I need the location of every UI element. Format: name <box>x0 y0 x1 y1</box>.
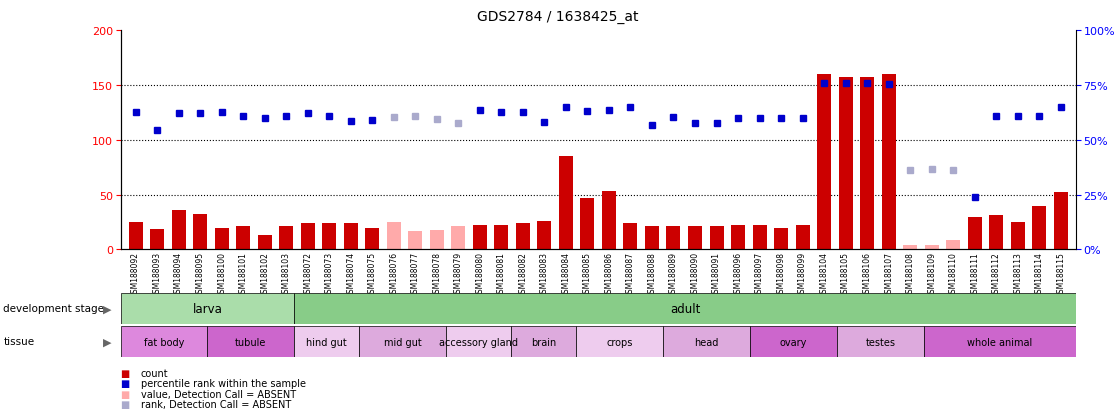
Bar <box>516 223 530 250</box>
Text: ▶: ▶ <box>103 337 112 347</box>
Bar <box>359 326 446 357</box>
Bar <box>750 326 837 357</box>
Bar <box>837 326 924 357</box>
Text: tubule: tubule <box>235 337 267 347</box>
Bar <box>344 223 358 250</box>
Text: fat body: fat body <box>144 337 184 347</box>
Text: GDS2784 / 1638425_at: GDS2784 / 1638425_at <box>478 10 638 24</box>
Bar <box>731 226 745 250</box>
Bar <box>817 75 831 250</box>
Bar <box>775 228 788 250</box>
Text: percentile rank within the sample: percentile rank within the sample <box>141 378 306 388</box>
Bar <box>430 230 444 250</box>
Bar <box>1032 206 1046 250</box>
Bar <box>387 223 401 250</box>
Bar <box>121 326 208 357</box>
Bar <box>580 198 595 250</box>
Text: development stage: development stage <box>3 304 105 313</box>
Bar <box>645 227 658 250</box>
Text: value, Detection Call = ABSENT: value, Detection Call = ABSENT <box>141 389 296 399</box>
Bar <box>365 228 379 250</box>
Bar <box>838 78 853 250</box>
Bar <box>408 231 422 250</box>
Text: testes: testes <box>865 337 895 347</box>
Bar <box>511 326 577 357</box>
Bar <box>968 217 982 250</box>
Bar <box>882 75 896 250</box>
Bar <box>710 227 723 250</box>
Text: ■: ■ <box>121 389 129 399</box>
Bar <box>752 226 767 250</box>
Bar <box>214 228 229 250</box>
Text: brain: brain <box>531 337 557 347</box>
Bar <box>279 227 294 250</box>
Bar <box>473 226 487 250</box>
Bar <box>538 221 551 250</box>
Text: tissue: tissue <box>3 337 35 347</box>
Text: ■: ■ <box>121 399 129 409</box>
Text: hind gut: hind gut <box>307 337 347 347</box>
Bar <box>663 326 750 357</box>
Bar <box>602 192 616 250</box>
Bar <box>172 211 185 250</box>
Text: whole animal: whole animal <box>968 337 1032 347</box>
Bar <box>208 326 295 357</box>
Bar <box>796 226 809 250</box>
Bar <box>624 223 637 250</box>
Bar <box>903 245 917 250</box>
Text: adult: adult <box>670 302 700 315</box>
Bar <box>121 293 295 324</box>
Bar <box>860 78 874 250</box>
Text: ■: ■ <box>121 378 129 388</box>
Text: head: head <box>694 337 719 347</box>
Text: count: count <box>141 368 169 378</box>
Bar <box>323 223 336 250</box>
Bar <box>946 240 960 250</box>
Bar <box>666 227 681 250</box>
Bar <box>989 216 1003 250</box>
Bar <box>494 226 509 250</box>
Bar <box>446 326 511 357</box>
Text: ■: ■ <box>121 368 129 378</box>
Bar <box>295 293 1076 324</box>
Bar <box>559 157 573 250</box>
Bar <box>451 227 465 250</box>
Bar <box>687 227 702 250</box>
Bar <box>925 245 939 250</box>
Text: ovary: ovary <box>780 337 807 347</box>
Bar <box>924 326 1076 357</box>
Text: ▶: ▶ <box>103 304 112 313</box>
Bar <box>193 215 208 250</box>
Text: crops: crops <box>607 337 633 347</box>
Bar <box>128 223 143 250</box>
Text: accessory gland: accessory gland <box>440 337 518 347</box>
Bar <box>300 223 315 250</box>
Bar <box>1011 223 1024 250</box>
Bar <box>151 229 164 250</box>
Bar <box>237 227 250 250</box>
Bar <box>1054 193 1068 250</box>
Text: rank, Detection Call = ABSENT: rank, Detection Call = ABSENT <box>141 399 291 409</box>
Text: larva: larva <box>192 302 222 315</box>
Bar <box>258 236 271 250</box>
Bar <box>295 326 359 357</box>
Text: mid gut: mid gut <box>384 337 422 347</box>
Bar <box>577 326 663 357</box>
